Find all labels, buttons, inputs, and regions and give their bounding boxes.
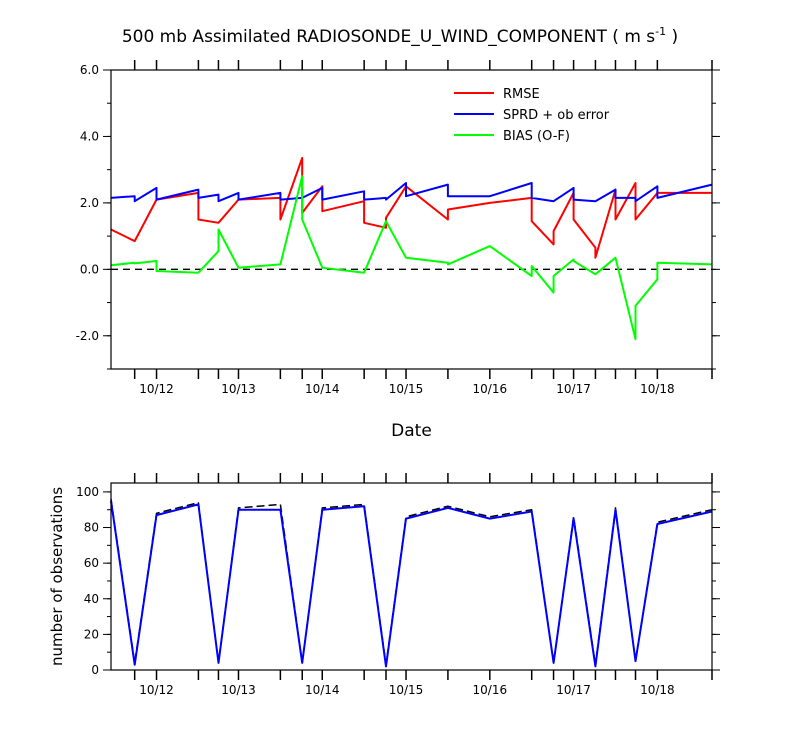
- x-tick-label: 10/18: [640, 382, 675, 396]
- x-tick-label: 10/12: [139, 683, 174, 697]
- top-panel: -2.0 0.0 2.0 4.0 6.0 10/12 10/13 10/14 10/15 10/1…: [76, 60, 720, 441]
- x-axis-title: Date: [391, 421, 432, 441]
- x-tick-label: 10/14: [305, 683, 340, 697]
- x-tick-label: 10/18: [640, 683, 675, 697]
- y-tick-label: 40: [84, 592, 99, 606]
- series-line-1: [110, 182, 713, 203]
- y-tick-label: 0.0: [80, 262, 99, 276]
- y-tick-label: 2.0: [80, 196, 99, 210]
- legend: RMSE SPRD + ob error BIAS (O-F): [454, 87, 610, 144]
- chart-title-close: ): [666, 27, 678, 47]
- x-tick-label: 10/14: [305, 382, 340, 396]
- x-tick-label: 10/15: [389, 382, 424, 396]
- legend-label-1: SPRD + ob error: [503, 108, 610, 123]
- x-tick-label: 10/13: [221, 683, 256, 697]
- chart-title-superscript: -1: [655, 25, 666, 38]
- series-line-1: [110, 500, 713, 668]
- x-tick-label: 10/17: [556, 382, 591, 396]
- x-tick-label: 10/17: [556, 683, 591, 697]
- bottom-panel: 0 20 40 60 80 100 10/12 10/13 10/14 10/15 10/16 10/…: [48, 473, 720, 697]
- y-tick-label: 20: [84, 627, 99, 641]
- plot-frame: [110, 482, 713, 671]
- y-axis-title: number of observations: [48, 487, 66, 666]
- y-tick-label: 4.0: [80, 129, 99, 143]
- x-tick-label: 10/15: [389, 683, 424, 697]
- x-tick-label: 10/13: [221, 382, 256, 396]
- x-tick-label: 10/12: [139, 382, 174, 396]
- y-tick-label: 100: [76, 485, 99, 499]
- x-tick-label: 10/16: [473, 382, 508, 396]
- legend-label-2: BIAS (O-F): [503, 129, 570, 144]
- x-tick-label: 10/16: [473, 683, 508, 697]
- chart-title: 500 mb Assimilated RADIOSONDE_U_WIND_COM…: [122, 25, 678, 47]
- y-tick-label: 0: [91, 663, 99, 677]
- series-line-2: [110, 175, 713, 341]
- chart-title-main: 500 mb Assimilated RADIOSONDE_U_WIND_COM…: [122, 27, 655, 47]
- y-tick-label: -2.0: [76, 329, 99, 343]
- legend-label-0: RMSE: [503, 87, 540, 102]
- y-tick-label: 6.0: [80, 63, 99, 77]
- y-tick-label: 60: [84, 556, 99, 570]
- plot-frame: [110, 69, 713, 370]
- series-line-0: [110, 157, 712, 259]
- y-tick-label: 80: [84, 521, 99, 535]
